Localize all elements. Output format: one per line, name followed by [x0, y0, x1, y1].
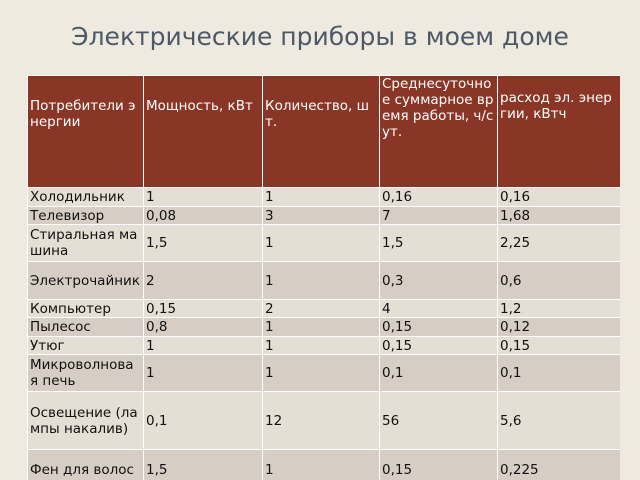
name-cell: Пылесос: [27, 317, 144, 337]
name-cell: Компьютер: [27, 299, 144, 318]
value-cell: 1: [143, 354, 263, 392]
table-row: Утюг 1 1 0,15 0,15: [27, 336, 620, 355]
value-cell: 0,6: [497, 261, 620, 300]
value-cell: 2: [262, 299, 380, 318]
header-cell: Потребители энергии: [27, 75, 144, 188]
header-cell: Мощность, кВт: [143, 75, 263, 188]
name-cell: Холодильник: [27, 187, 144, 207]
value-cell: 3: [262, 206, 380, 225]
value-cell: 0,15: [497, 336, 620, 355]
table-row: Телевизор 0,08 3 7 1,68: [27, 206, 620, 225]
header-row: Потребители энергии Мощность, кВт Количест…: [27, 75, 620, 188]
name-cell: Электрочайник: [27, 261, 144, 300]
value-cell: 0,225: [497, 449, 620, 480]
table-row: Холодильник 1 1 0,16 0,16: [27, 187, 620, 207]
name-cell: Утюг: [27, 336, 144, 355]
table-wrap: Потребители энергии Мощность, кВт Количест…: [27, 75, 620, 480]
name-cell: Телевизор: [27, 206, 144, 225]
value-cell: 1: [262, 354, 380, 392]
value-cell: 12: [262, 391, 380, 450]
value-cell: 0,15: [379, 449, 498, 480]
value-cell: 0,15: [143, 299, 263, 318]
value-cell: 1,2: [497, 299, 620, 318]
value-cell: 0,3: [379, 261, 498, 300]
value-cell: 4: [379, 299, 498, 318]
value-cell: 0,1: [497, 354, 620, 392]
value-cell: 0,12: [497, 317, 620, 337]
table-row: Компьютер 0,15 2 4 1,2: [27, 299, 620, 318]
table-row: Микроволновая печь 1 1 0,1 0,1: [27, 354, 620, 392]
value-cell: 0,16: [379, 187, 498, 207]
value-cell: 5,6: [497, 391, 620, 450]
value-cell: 1,68: [497, 206, 620, 225]
value-cell: 56: [379, 391, 498, 450]
value-cell: 0,1: [143, 391, 263, 450]
table-row: Пылесос 0,8 1 0,15 0,12: [27, 317, 620, 337]
value-cell: 0,1: [379, 354, 498, 392]
value-cell: 1,5: [379, 224, 498, 262]
header-cell: расход эл. энергии, кВтч: [497, 75, 620, 188]
value-cell: 0,15: [379, 317, 498, 337]
slide-title: Электрические приборы в моем доме: [71, 22, 569, 51]
value-cell: 0,15: [379, 336, 498, 355]
name-cell: Освещение (лампы накалив): [27, 391, 144, 450]
value-cell: 7: [379, 206, 498, 225]
table-row: Стиральная машина 1,5 1 1,5 2,25: [27, 224, 620, 262]
value-cell: 1: [262, 224, 380, 262]
value-cell: 0,8: [143, 317, 263, 337]
value-cell: 1: [143, 336, 263, 355]
value-cell: 2,25: [497, 224, 620, 262]
value-cell: 1: [262, 449, 380, 480]
header-cell: Количество, шт.: [262, 75, 380, 188]
table-row: Фен для волос 1,5 1 0,15 0,225: [27, 449, 620, 480]
table-row: Освещение (лампы накалив) 0,1 12 56 5,6: [27, 391, 620, 450]
value-cell: 1: [262, 336, 380, 355]
header-cell: Среднесуточное суммарное время работы, ч…: [379, 75, 498, 188]
value-cell: 0,08: [143, 206, 263, 225]
table-row: Электрочайник 2 1 0,3 0,6: [27, 261, 620, 300]
value-cell: 1: [262, 187, 380, 207]
name-cell: Фен для волос: [27, 449, 144, 480]
value-cell: 1: [262, 317, 380, 337]
value-cell: 0,16: [497, 187, 620, 207]
name-cell: Стиральная машина: [27, 224, 144, 262]
value-cell: 1: [143, 187, 263, 207]
value-cell: 1,5: [143, 224, 263, 262]
value-cell: 1: [262, 261, 380, 300]
value-cell: 1,5: [143, 449, 263, 480]
name-cell: Микроволновая печь: [27, 354, 144, 392]
value-cell: 2: [143, 261, 263, 300]
table: Потребители энергии Мощность, кВт Количест…: [27, 75, 620, 480]
